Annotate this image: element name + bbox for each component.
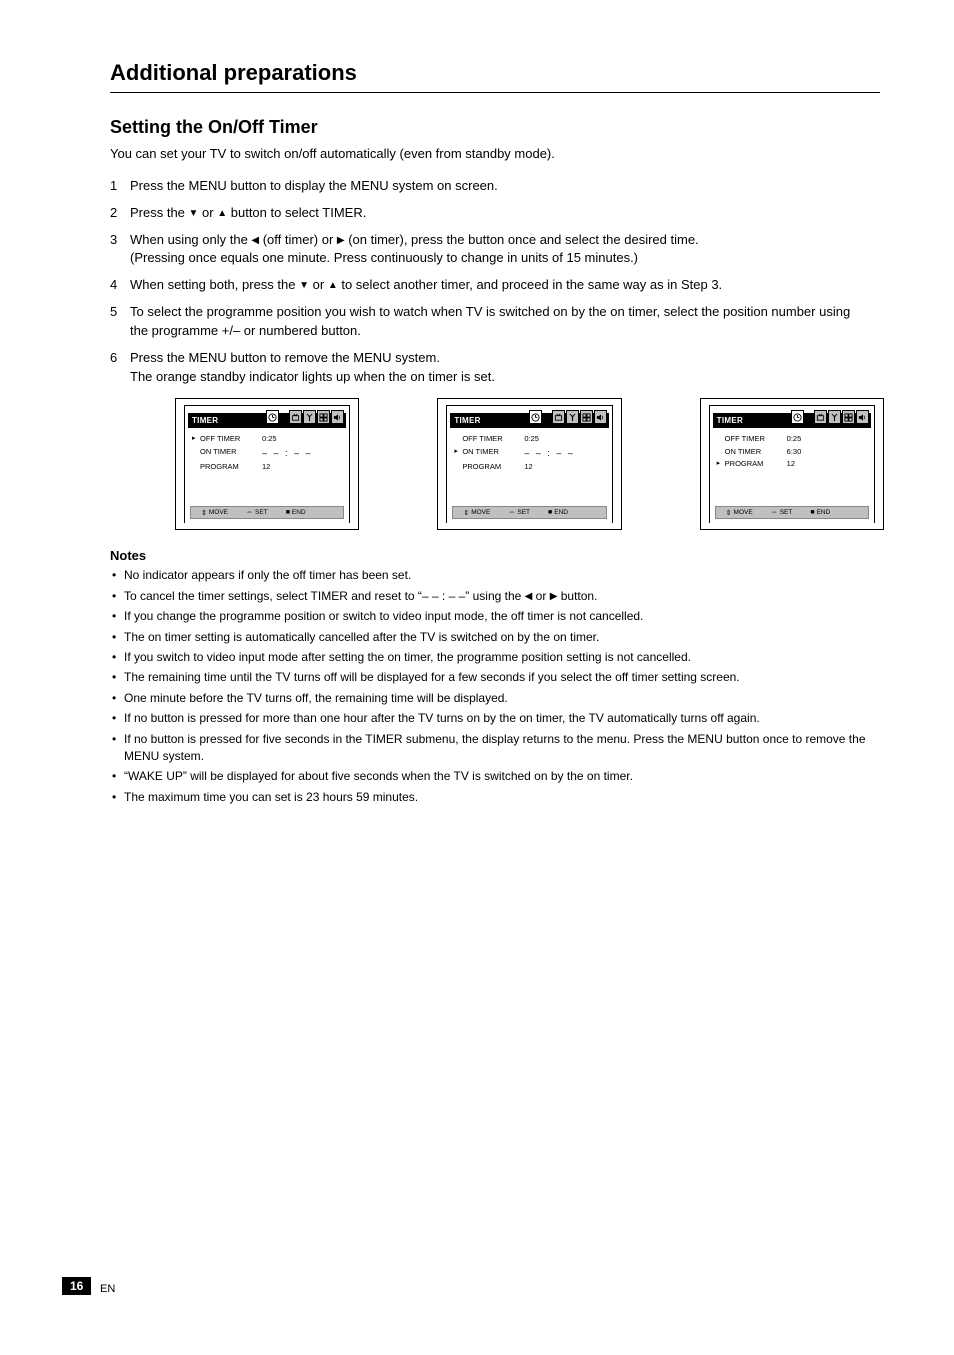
menu-content: ▸OFF TIMER0:25 ON TIMER– – : – – PROGRAM12 <box>192 434 342 474</box>
note-item: To cancel the timer settings, select TIM… <box>110 588 870 605</box>
menu-screenshots-row: TIMER▸OFF TIMER0:25ON TIMER– – : – –PROG… <box>175 398 884 530</box>
step-text: When setting both, press the ▼ or ▲ to s… <box>130 276 870 295</box>
step-text: Press the MENU button to display the MEN… <box>130 177 870 196</box>
speaker-icon <box>594 410 607 424</box>
step-number: 3 <box>110 231 130 269</box>
note-item: If no button is pressed for five seconds… <box>110 731 870 766</box>
step-number: 5 <box>110 303 130 341</box>
step-text: Press the ▼ or ▲ button to select TIMER. <box>130 204 870 223</box>
menu-icons <box>266 410 344 428</box>
step-text: To select the programme position you wis… <box>130 303 870 341</box>
grid-icon <box>842 410 855 424</box>
antenna-icon <box>828 410 841 424</box>
speaker-icon <box>856 410 869 424</box>
steps-list: 1Press the MENU button to display the ME… <box>110 177 870 387</box>
menu-box-2: TIMEROFF TIMER0:25▸ON TIMER– – : – –PROG… <box>437 398 621 530</box>
clock-icon <box>791 410 804 424</box>
step-text: Press the MENU button to remove the MENU… <box>130 349 870 387</box>
menu-line: OFF TIMER0:25 <box>454 434 604 445</box>
menu-line: ON TIMER– – : – – <box>192 447 342 460</box>
menu-line: ▸ON TIMER– – : – – <box>454 447 604 460</box>
page-number-suffix: EN <box>100 1283 115 1295</box>
menu-content: OFF TIMER0:25 ON TIMER6:30▸PROGRAM12 <box>717 434 867 472</box>
menu-line: PROGRAM12 <box>192 462 342 473</box>
menu-line: ▸OFF TIMER0:25 <box>192 434 342 445</box>
step-item: 5To select the programme position you wi… <box>110 303 870 341</box>
menu-line: PROGRAM12 <box>454 462 604 473</box>
menu-footer: ⇕MOVE⇔SET■END <box>452 506 606 519</box>
menu-content: OFF TIMER0:25 ▸ON TIMER– – : – – PROGRAM12 <box>454 434 604 474</box>
step-number: 1 <box>110 177 130 196</box>
note-item: The remaining time until the TV turns of… <box>110 669 870 686</box>
step-text: When using only the ◀ (off timer) or ▶ (… <box>130 231 870 269</box>
section-heading: Additional preparations <box>110 60 884 86</box>
step-number: 2 <box>110 204 130 223</box>
menu-line: ▸PROGRAM12 <box>717 459 867 470</box>
note-item: No indicator appears if only the off tim… <box>110 567 870 584</box>
menu-line: OFF TIMER0:25 <box>717 434 867 445</box>
step-item: 6Press the MENU button to remove the MEN… <box>110 349 870 387</box>
step-number: 4 <box>110 276 130 295</box>
note-item: One minute before the TV turns off, the … <box>110 690 870 707</box>
note-item: “WAKE UP” will be displayed for about fi… <box>110 768 870 785</box>
menu-icons <box>791 410 869 428</box>
speaker-icon <box>331 410 344 424</box>
menu-footer: ⇕MOVE⇔SET■END <box>190 506 344 519</box>
antenna-icon <box>566 410 579 424</box>
menu-box-1: TIMER▸OFF TIMER0:25ON TIMER– – : – –PROG… <box>175 398 359 530</box>
menu-box-3: TIMEROFF TIMER0:25ON TIMER6:30▸PROGRAM12… <box>700 398 884 530</box>
grid-icon <box>580 410 593 424</box>
note-item: The maximum time you can set is 23 hours… <box>110 789 870 806</box>
menu-line: ON TIMER6:30 <box>717 447 867 458</box>
grid-icon <box>317 410 330 424</box>
step-item: 4When setting both, press the ▼ or ▲ to … <box>110 276 870 295</box>
clock-icon <box>529 410 542 424</box>
divider <box>110 92 880 93</box>
menu-icons <box>529 410 607 428</box>
note-item: If no button is pressed for more than on… <box>110 710 870 727</box>
clock-icon <box>266 410 279 424</box>
feature-description: You can set your TV to switch on/off aut… <box>110 146 870 163</box>
note-item: If you switch to video input mode after … <box>110 649 870 666</box>
page-number-badge: 16 <box>62 1277 91 1295</box>
note-item: The on timer setting is automatically ca… <box>110 629 870 646</box>
step-item: 2Press the ▼ or ▲ button to select TIMER… <box>110 204 870 223</box>
notes-list: No indicator appears if only the off tim… <box>110 567 870 806</box>
notes-title: Notes <box>110 548 870 563</box>
menu-footer: ⇕MOVE⇔SET■END <box>715 506 869 519</box>
tv-icon <box>552 410 565 424</box>
step-number: 6 <box>110 349 130 387</box>
note-item: If you change the programme position or … <box>110 608 870 625</box>
tv-icon <box>289 410 302 424</box>
notes-block: Notes No indicator appears if only the o… <box>110 548 870 806</box>
feature-title: Setting the On/Off Timer <box>110 117 884 138</box>
tv-icon <box>814 410 827 424</box>
step-item: 1Press the MENU button to display the ME… <box>110 177 870 196</box>
step-item: 3When using only the ◀ (off timer) or ▶ … <box>110 231 870 269</box>
antenna-icon <box>303 410 316 424</box>
